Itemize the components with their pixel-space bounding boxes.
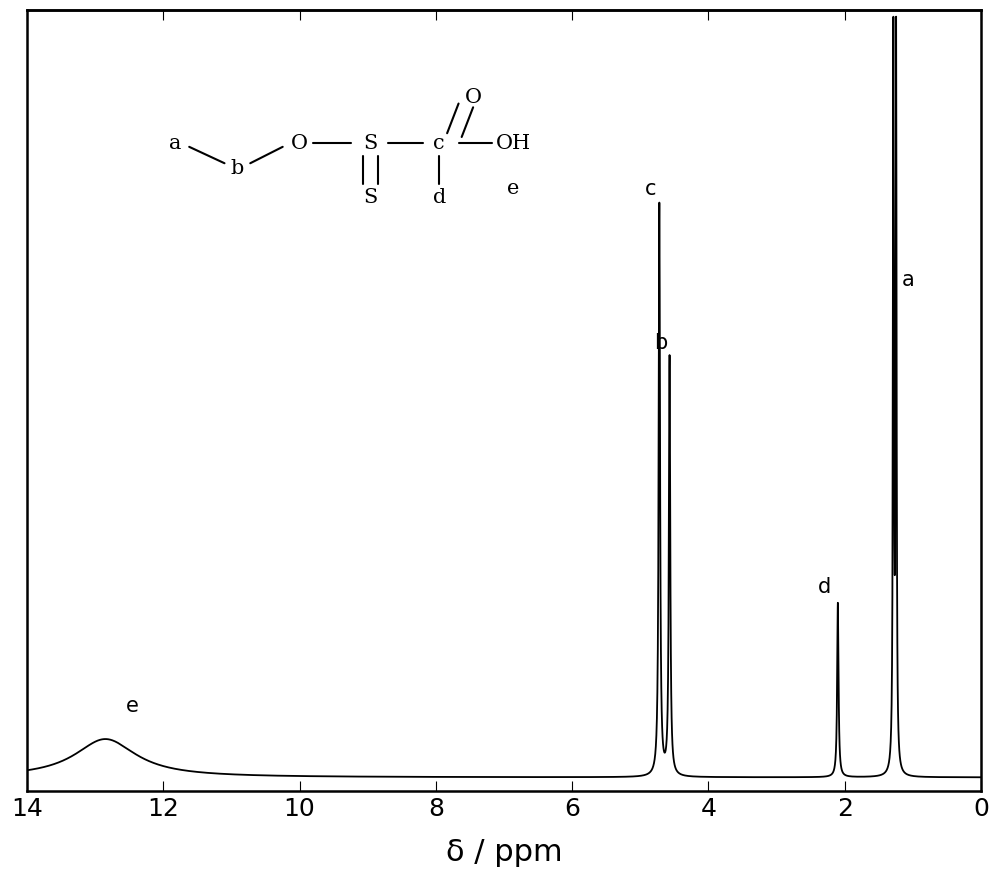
- Text: d: d: [818, 576, 831, 596]
- Text: a: a: [169, 134, 181, 153]
- Text: b: b: [230, 160, 244, 178]
- Text: O: O: [290, 134, 307, 153]
- Text: e: e: [126, 695, 139, 715]
- X-axis label: δ / ppm: δ / ppm: [446, 837, 562, 866]
- Text: e: e: [507, 179, 520, 197]
- Text: S: S: [363, 134, 378, 153]
- Text: c: c: [645, 179, 656, 199]
- Text: O: O: [465, 88, 482, 106]
- Text: OH: OH: [496, 134, 531, 153]
- Text: S: S: [363, 188, 378, 206]
- Text: a: a: [902, 270, 914, 289]
- Text: c: c: [433, 134, 445, 153]
- Text: d: d: [433, 188, 446, 206]
- Text: b: b: [654, 332, 667, 353]
